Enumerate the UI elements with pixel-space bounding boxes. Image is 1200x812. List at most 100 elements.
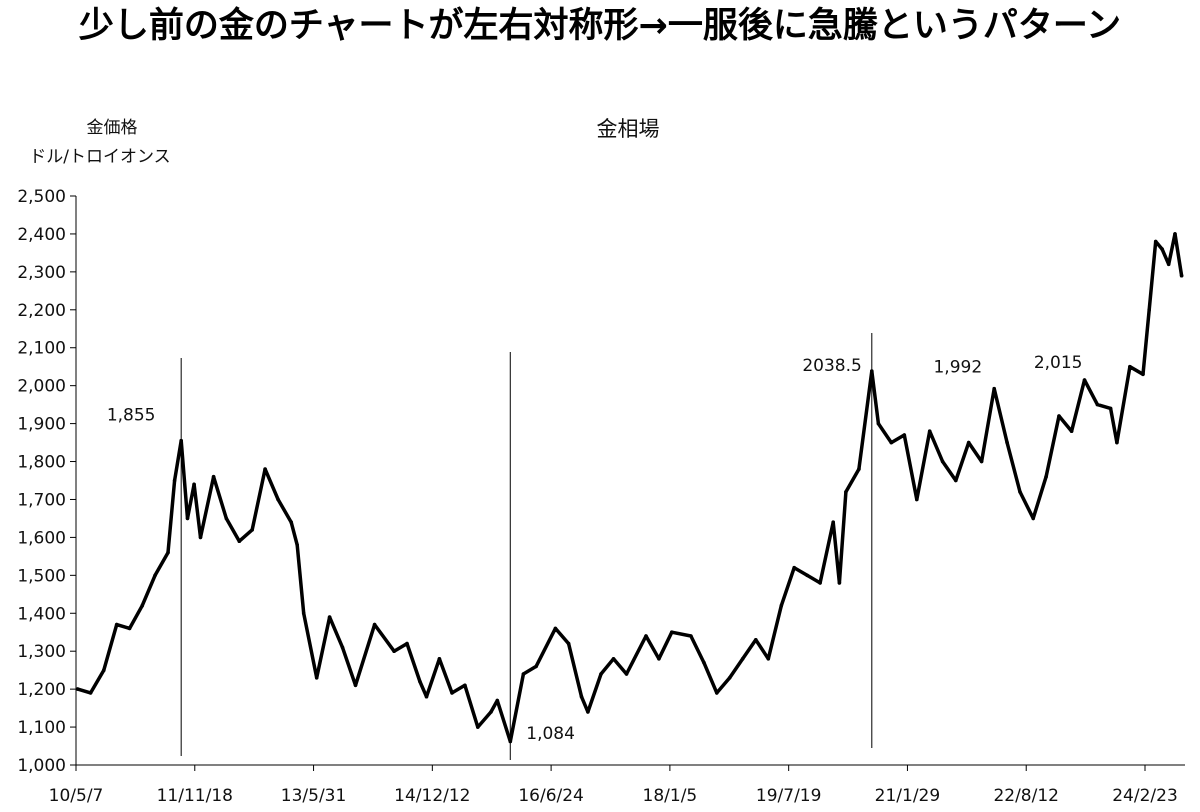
vertical-markers [180,333,873,760]
data-point [211,474,216,479]
data-point [715,691,719,695]
data-point [979,459,984,464]
y-tick-label: 1,500 [17,566,66,586]
data-point [553,626,558,631]
x-tick-label: 13/5/31 [281,786,347,806]
x-tick-label: 14/12/12 [394,786,470,806]
y-tick-label: 2,300 [17,263,66,283]
x-tick-label: 11/11/18 [157,786,233,806]
data-point [1160,247,1164,251]
data-point [295,543,300,547]
data-point [353,683,358,688]
data-point [179,438,183,443]
data-point [966,440,971,445]
data-point [372,622,377,627]
data-point [489,710,493,714]
data-point [766,657,771,661]
data-point [327,615,332,619]
annotation-label: 1,084 [526,724,575,744]
data-point [1044,474,1048,479]
data-point [127,626,132,631]
data-point [689,634,693,638]
annotation-label: 2038.5 [802,356,861,376]
data-point [702,660,706,665]
x-tick-label: 22/8/12 [993,786,1059,806]
data-point [418,679,422,684]
data-point [463,683,467,688]
x-tick-label: 24/2/23 [1112,786,1178,806]
annotation-label: 1,992 [933,358,982,378]
data-point [1115,440,1119,445]
x-tick-label: 21/1/29 [875,786,941,806]
data-point [940,459,945,464]
y-tick-label: 2,500 [17,187,66,207]
data-point [857,467,861,471]
y-tick-label: 1,800 [17,453,66,473]
data-point [915,497,919,502]
series-line [75,232,1184,744]
data-point [392,649,396,653]
y-tick-label: 1,600 [17,528,66,548]
data-point [1128,364,1132,369]
data-point [599,672,603,676]
data-point [1057,414,1061,418]
data-point [1141,372,1145,377]
data-point [1005,440,1009,445]
data-point [727,676,732,680]
data-point [1173,232,1177,236]
data-point [1179,273,1184,278]
data-point [1031,516,1035,521]
headline: 少し前の金のチャートが左右対称形→一服後に急騰というパターン [78,6,1122,46]
y-tick-label: 1,900 [17,415,66,435]
data-point [844,490,848,494]
x-tick-label: 10/5/7 [49,786,104,806]
data-point [579,694,584,699]
annotations: 1,855 1,084 2038.5 1,992 2,015 [107,353,1083,744]
data-point [405,641,409,646]
data-point [740,657,745,661]
y-tick-label: 1,300 [17,642,66,662]
data-point [102,668,106,672]
data-point [75,687,80,691]
data-point [1153,239,1158,244]
y-tick-label: 2,000 [17,377,66,397]
data-point [166,550,170,555]
data-point [185,516,190,521]
y-tick-label: 1,700 [17,490,66,510]
data-point [88,691,93,695]
data-point [153,573,157,578]
data-point [1082,378,1087,382]
y-tick-label: 1,100 [17,718,66,738]
data-point [495,698,500,703]
price-series [75,232,1184,744]
y-tick-label: 2,400 [17,225,66,245]
y-tick-label: 1,200 [17,680,66,700]
data-point [237,539,242,543]
data-point [250,528,254,532]
data-point [805,573,809,578]
annotation-label: 1,855 [107,406,156,426]
data-point [586,710,590,714]
data-point [340,645,345,650]
y-tick-label: 2,100 [17,339,66,359]
data-point [1095,402,1100,407]
data-point [889,440,894,445]
data-point [657,657,661,661]
data-point [289,520,294,524]
data-point [754,638,758,642]
data-point [1147,308,1151,312]
data-point [276,497,280,502]
y-tick-label: 1,000 [17,756,66,776]
data-point [521,672,526,676]
data-point [670,630,674,634]
data-point [611,657,616,661]
data-point [140,603,144,608]
data-point [172,478,177,483]
data-point [1069,429,1074,434]
data-point [192,482,196,487]
data-point [224,516,229,521]
data-point [792,565,796,570]
data-point [450,691,454,695]
data-point [624,672,629,676]
